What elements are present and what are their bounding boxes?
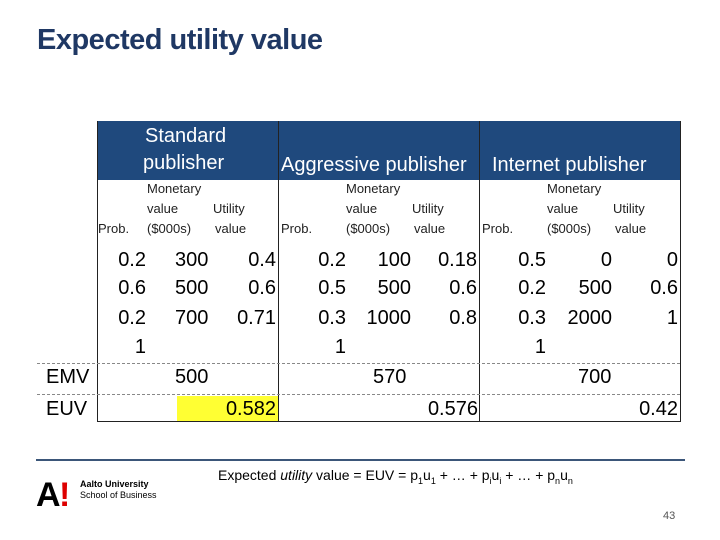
row-label-emv: EMV [46, 366, 90, 388]
logo-line1: Aalto University [80, 479, 149, 489]
subhdr-monetary: Monetary [147, 181, 202, 196]
subhdr-monetary: Monetary [346, 181, 401, 196]
footer-rule [36, 459, 685, 461]
dash-before-emv [37, 363, 680, 364]
value-cell: 500 [175, 277, 209, 299]
logo-line2: School of Business [80, 490, 157, 500]
header-aggressive-label: Aggressive publisher [281, 154, 467, 176]
value-cell: 100 [377, 249, 411, 271]
utility-cell: 0.6 [248, 277, 276, 299]
subhdr-value: value [346, 201, 378, 216]
subhdr-value: value [547, 201, 579, 216]
euv-value: 0.582 [225, 398, 276, 420]
divider-1 [278, 121, 279, 422]
prob-cell: 0.2 [318, 249, 346, 271]
prob-total: 1 [334, 336, 346, 358]
prob-total: 1 [534, 336, 546, 358]
subhdr-prob: Prob. [281, 221, 313, 236]
prob-cell: 0.2 [518, 277, 546, 299]
subhdr-monetary: Monetary [547, 181, 602, 196]
divider-right [680, 121, 681, 422]
utility-cell: 0.6 [650, 277, 678, 299]
table-bottom-border [97, 421, 681, 422]
euv-formula: Expected utility value = EUV = p1u1 + … … [218, 467, 573, 486]
formula-prefix: Expected [218, 467, 281, 483]
subhdr-000s: ($000s) [147, 221, 192, 236]
page-title: Expected utility value [37, 24, 323, 56]
header-aggressive: Aggressive publisher [279, 121, 479, 180]
dash-before-euv [37, 394, 680, 395]
subhdr-prob: Prob. [98, 221, 130, 236]
subhdr-000s: ($000s) [547, 221, 592, 236]
euv-value: 0.576 [427, 398, 478, 420]
subhdr-value: value [147, 201, 179, 216]
subhdr-utility: Utility [613, 201, 645, 216]
prob-cell: 0.2 [118, 249, 146, 271]
value-cell: 1000 [366, 307, 412, 329]
row-label-euv: EUV [46, 398, 88, 420]
utility-cell: 0.18 [438, 249, 477, 271]
header-standard-line1: Standard [145, 125, 227, 147]
subhdr-utility: Utility [213, 201, 245, 216]
emv-value: 700 [578, 366, 612, 388]
header-standard: Standard publisher [97, 121, 278, 180]
value-cell: 500 [377, 277, 411, 299]
formula-italic: utility [280, 467, 313, 483]
header-standard-line2: publisher [143, 152, 225, 174]
value-cell: 500 [578, 277, 612, 299]
logo-exclamation: ! [59, 476, 71, 514]
formula-rest: value = EUV = p [312, 467, 419, 483]
header-internet-label: Internet publisher [492, 154, 647, 176]
header-internet: Internet publisher [480, 121, 680, 180]
value-cell: 300 [175, 249, 209, 271]
prob-cell: 0.5 [518, 249, 546, 271]
logo-a-letter: A [36, 476, 61, 514]
prob-total: 1 [134, 336, 146, 358]
divider-left [97, 121, 98, 422]
euv-value: 0.42 [639, 398, 678, 420]
utility-cell: 0 [666, 249, 678, 271]
value-cell: 2000 [567, 307, 613, 329]
subhdr-utility-value: value [414, 221, 446, 236]
value-cell: 700 [175, 307, 209, 329]
value-cell: 0 [600, 249, 612, 271]
euv-highlight [177, 396, 278, 421]
prob-cell: 0.2 [118, 307, 146, 329]
subhdr-utility-value: value [215, 221, 247, 236]
emv-value: 500 [175, 366, 209, 388]
divider-2 [479, 121, 480, 422]
prob-cell: 0.3 [518, 307, 546, 329]
page-number: 43 [663, 510, 676, 522]
prob-cell: 0.3 [318, 307, 346, 329]
utility-cell: 0.6 [449, 277, 477, 299]
prob-cell: 0.5 [318, 277, 346, 299]
utility-cell: 1 [666, 307, 678, 329]
subhdr-prob: Prob. [482, 221, 514, 236]
prob-cell: 0.6 [118, 277, 146, 299]
utility-cell: 0.8 [449, 307, 477, 329]
utility-cell: 0.71 [237, 307, 276, 329]
utility-cell: 0.4 [248, 249, 276, 271]
subhdr-000s: ($000s) [346, 221, 391, 236]
emv-value: 570 [373, 366, 407, 388]
subhdr-utility: Utility [412, 201, 444, 216]
subhdr-utility-value: value [615, 221, 647, 236]
